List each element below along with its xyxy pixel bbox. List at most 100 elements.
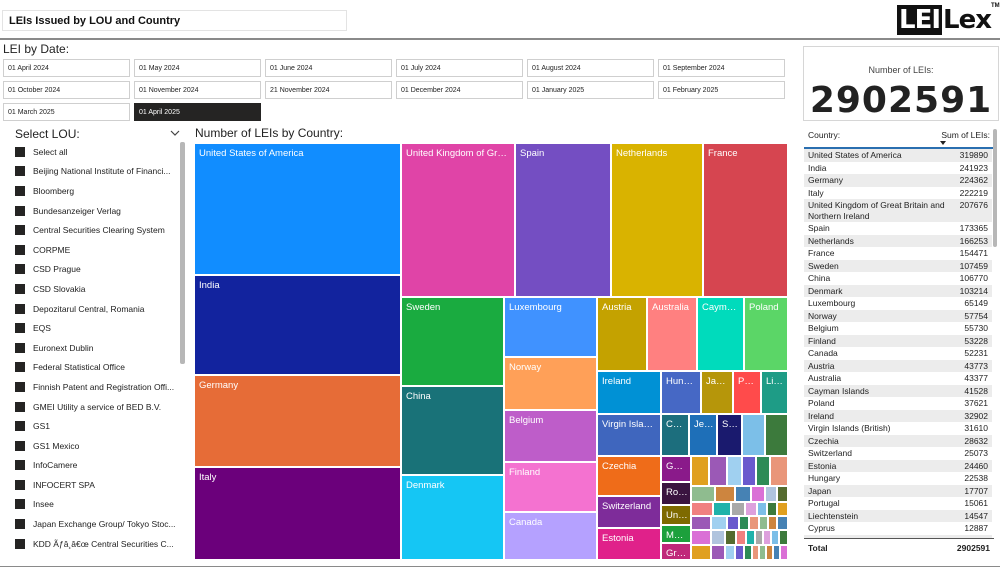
lou-option[interactable]: INFOCERT SPA: [15, 475, 185, 495]
treemap-tile-minor[interactable]: [752, 545, 759, 560]
treemap-tile-minor[interactable]: [709, 456, 727, 486]
treemap-tile-minor[interactable]: [777, 486, 788, 502]
date-option[interactable]: 01 February 2025: [658, 81, 785, 99]
treemap-tile[interactable]: Jersey: [689, 414, 717, 456]
checkbox-checked-icon[interactable]: [15, 401, 25, 412]
treemap-tile-minor[interactable]: [742, 456, 756, 486]
table-row[interactable]: Denmark 103214: [804, 284, 992, 297]
table-row[interactable]: Italy 222219: [804, 187, 992, 200]
treemap-tile-minor[interactable]: [759, 516, 768, 530]
checkbox-checked-icon[interactable]: [15, 323, 25, 334]
checkbox-checked-icon[interactable]: [15, 185, 25, 196]
table-row[interactable]: Belgium 55730: [804, 322, 992, 335]
date-option[interactable]: 01 July 2024: [396, 59, 523, 77]
checkbox-checked-icon[interactable]: [15, 479, 25, 490]
date-option[interactable]: 01 August 2024: [527, 59, 654, 77]
treemap-tile[interactable]: India: [194, 275, 401, 375]
table-row[interactable]: Germany 224362: [804, 174, 992, 187]
treemap-tile[interactable]: Greece: [661, 543, 691, 560]
chevron-down-icon[interactable]: [169, 127, 181, 139]
date-option[interactable]: 01 March 2025: [3, 103, 130, 121]
table-row[interactable]: Cyprus 12887: [804, 522, 992, 535]
treemap-tile-minor[interactable]: [768, 516, 777, 530]
sort-descending-icon[interactable]: [940, 141, 946, 145]
treemap-tile[interactable]: Italy: [194, 467, 401, 560]
table-row[interactable]: Poland 37621: [804, 397, 992, 410]
treemap-tile-minor[interactable]: [765, 414, 788, 456]
treemap-tile[interactable]: Virgin Islands (British): [597, 414, 661, 456]
table-row[interactable]: Ireland 32902: [804, 409, 992, 422]
treemap-tile[interactable]: Portugal: [733, 371, 761, 414]
treemap-tile-minor[interactable]: [739, 516, 749, 530]
treemap-tile-minor[interactable]: [744, 545, 752, 560]
lou-option[interactable]: GS1: [15, 416, 185, 436]
table-row[interactable]: Czechia 28632: [804, 434, 992, 447]
lou-option[interactable]: Japan Exchange Group/ Tokyo Stoc...: [15, 514, 185, 534]
treemap-tile[interactable]: Belgium: [504, 410, 597, 462]
treemap-tile-minor[interactable]: [780, 545, 788, 560]
treemap-tile-minor[interactable]: [727, 456, 742, 486]
treemap-tile[interactable]: Spain: [515, 143, 611, 297]
treemap-tile[interactable]: Cayman Islands: [697, 297, 744, 371]
table-row[interactable]: Spain 173365: [804, 222, 992, 235]
treemap-tile-minor[interactable]: [691, 545, 711, 560]
treemap-tile[interactable]: Poland: [744, 297, 788, 371]
treemap-tile[interactable]: Austria: [597, 297, 647, 371]
lou-option[interactable]: Central Securities Clearing System: [15, 220, 185, 240]
table-row[interactable]: Jersey12585: [804, 534, 992, 539]
treemap-tile-minor[interactable]: [711, 516, 727, 530]
treemap-tile-minor[interactable]: [735, 545, 744, 560]
lou-select-all[interactable]: Select all: [15, 142, 185, 162]
treemap-tile-minor[interactable]: [691, 516, 711, 530]
date-option[interactable]: 01 May 2024: [134, 59, 261, 77]
table-row[interactable]: Japan 17707: [804, 484, 992, 497]
treemap-tile-minor[interactable]: [777, 502, 788, 516]
checkbox-checked-icon[interactable]: [15, 440, 25, 451]
treemap-tile-minor[interactable]: [779, 530, 788, 545]
lou-option[interactable]: EQS: [15, 318, 185, 338]
lou-option[interactable]: Beijing National Institute of Financi...: [15, 162, 185, 182]
treemap-tile[interactable]: Sweden: [401, 297, 504, 386]
checkbox-checked-icon[interactable]: [15, 538, 25, 549]
treemap-tile-minor[interactable]: [691, 502, 713, 516]
table-row[interactable]: United States of America 319890: [804, 149, 992, 162]
treemap-tile-minor[interactable]: [742, 414, 765, 456]
lou-option[interactable]: Bundesanzeiger Verlag: [15, 201, 185, 221]
lou-option[interactable]: Euronext Dublin: [15, 338, 185, 358]
treemap-tile[interactable]: Czechia: [597, 456, 661, 496]
treemap-tile-minor[interactable]: [711, 545, 725, 560]
checkbox-checked-icon[interactable]: [15, 283, 25, 294]
table-row[interactable]: India 241923: [804, 162, 992, 175]
table-row[interactable]: Liechtenstein 14547: [804, 509, 992, 522]
table-row[interactable]: Australia 43377: [804, 372, 992, 385]
treemap-tile[interactable]: Netherlands: [611, 143, 703, 297]
table-row[interactable]: Austria 43773: [804, 359, 992, 372]
table-row[interactable]: Hungary 22538: [804, 472, 992, 485]
treemap-tile-minor[interactable]: [773, 545, 780, 560]
treemap-tile-minor[interactable]: [765, 486, 777, 502]
treemap-tile[interactable]: Cyprus: [661, 414, 689, 456]
treemap-tile[interactable]: France: [703, 143, 788, 297]
treemap-tile-minor[interactable]: [691, 456, 709, 486]
treemap-tile-minor[interactable]: [759, 545, 766, 560]
table-row[interactable]: Portugal 15061: [804, 497, 992, 510]
checkbox-checked-icon[interactable]: [15, 166, 25, 177]
treemap-tile[interactable]: Liechtenstein: [761, 371, 788, 414]
treemap-tile-minor[interactable]: [767, 502, 777, 516]
treemap-tile-minor[interactable]: [756, 456, 770, 486]
checkbox-checked-icon[interactable]: [15, 303, 25, 314]
date-option[interactable]: 01 December 2024: [396, 81, 523, 99]
lou-option[interactable]: CSD Prague: [15, 260, 185, 280]
treemap-tile[interactable]: United States of America: [194, 143, 401, 275]
lou-slicer-scrollbar[interactable]: [180, 142, 185, 364]
table-row[interactable]: Netherlands 166253: [804, 234, 992, 247]
treemap-tile[interactable]: Malta: [661, 525, 691, 543]
date-option[interactable]: 01 October 2024: [3, 81, 130, 99]
table-row[interactable]: United Kingdom of Great Britain and Nort…: [804, 199, 992, 222]
checkbox-checked-icon[interactable]: [15, 362, 25, 373]
table-row[interactable]: China 106770: [804, 272, 992, 285]
checkbox-checked-icon[interactable]: [15, 519, 25, 530]
treemap-tile[interactable]: China: [401, 386, 504, 475]
checkbox-checked-icon[interactable]: [15, 205, 25, 216]
treemap-tile-minor[interactable]: [757, 502, 767, 516]
